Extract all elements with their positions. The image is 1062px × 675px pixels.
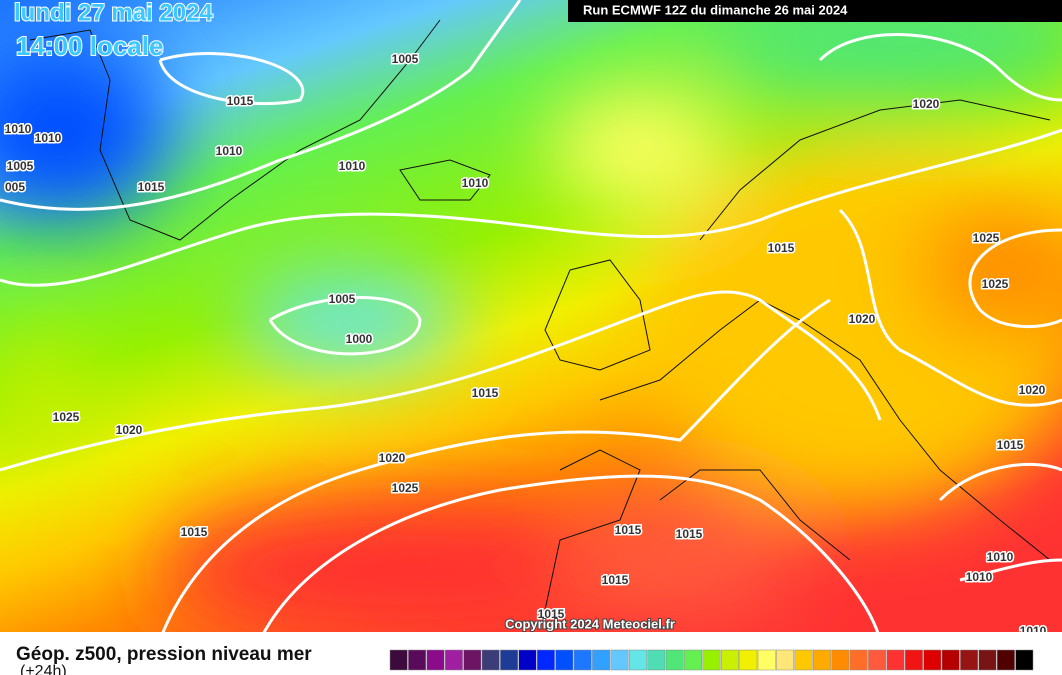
color-swatch (444, 649, 463, 671)
color-swatch (886, 649, 905, 671)
color-swatch (868, 649, 887, 671)
isobar-label: 1005 (392, 52, 419, 66)
color-swatch (628, 649, 647, 671)
color-bar (389, 649, 1034, 671)
coastlines (29, 19, 1051, 611)
isobar-label: 1025 (392, 481, 419, 495)
isobar-label: 1020 (379, 451, 406, 465)
isobar-label: 1015 (615, 523, 642, 537)
isobar-label: 005 (5, 180, 25, 194)
isobar-label: 1015 (227, 94, 254, 108)
isobar-label: 1005 (329, 292, 356, 306)
isobar-label: 1020 (1019, 383, 1046, 397)
isobar-label: 1025 (982, 277, 1009, 291)
color-swatch (426, 649, 445, 671)
color-swatch (408, 649, 427, 671)
isobar-label: 1020 (913, 97, 940, 111)
color-swatch (536, 649, 555, 671)
color-swatch (720, 649, 739, 671)
isobar-label: 1020 (849, 312, 876, 326)
color-swatch (389, 649, 408, 671)
color-swatch (831, 649, 850, 671)
isobar-label: 1000 (346, 332, 373, 346)
isobar-label: 1010 (35, 131, 62, 145)
color-swatch (702, 649, 721, 671)
isobar-label: 1015 (768, 241, 795, 255)
isobars (0, 0, 1062, 640)
run-box (568, 0, 1062, 22)
color-swatch (573, 649, 592, 671)
isobar-label: 1015 (676, 527, 703, 541)
color-swatch (739, 649, 758, 671)
copyright: Copyright 2024 Meteociel.fr (505, 616, 675, 631)
isobar-label: 1010 (966, 570, 993, 584)
isobar-label: 1010 (5, 122, 32, 136)
color-swatch (463, 649, 482, 671)
isobar-label: 1010 (339, 159, 366, 173)
local-time: 14:00 locale (16, 31, 163, 61)
date: lundi 27 mai 2024 (14, 0, 213, 26)
color-swatch (592, 649, 611, 671)
run-info: Run ECMWF 12Z du dimanche 26 mai 2024 (583, 2, 848, 17)
color-swatch (665, 649, 684, 671)
color-swatch (757, 649, 776, 671)
field (0, 0, 1062, 640)
isobar-label: 1010 (216, 144, 243, 158)
legend-title: Géop. z500, pression niveau mer (16, 644, 312, 665)
color-swatch (647, 649, 666, 671)
color-swatch (960, 649, 979, 671)
color-swatch (904, 649, 923, 671)
color-swatch (481, 649, 500, 671)
isobar-label: 1015 (181, 525, 208, 539)
color-swatch (794, 649, 813, 671)
color-swatch (610, 649, 629, 671)
legend-subtitle: (+24h) (20, 663, 67, 675)
color-swatch (849, 649, 868, 671)
isobar-label: 1005 (7, 159, 34, 173)
color-swatch (996, 649, 1015, 671)
color-swatch (500, 649, 519, 671)
color-swatch (941, 649, 960, 671)
isobar-label: 1015 (997, 438, 1024, 452)
color-swatch (555, 649, 574, 671)
color-swatch (518, 649, 537, 671)
color-swatch (684, 649, 703, 671)
color-swatch (923, 649, 942, 671)
isobar-label: 1010 (987, 550, 1014, 564)
isobar-label: 1025 (973, 231, 1000, 245)
isobar-label: 1015 (472, 386, 499, 400)
isobar-label: 1020 (116, 423, 143, 437)
isobar-label: 1015 (538, 607, 565, 621)
isobar-label: 1015 (138, 180, 165, 194)
color-swatch (776, 649, 795, 671)
isobar-label: 1010 (462, 176, 489, 190)
color-swatch (812, 649, 831, 671)
isobar-label: 1025 (53, 410, 80, 424)
isobar-label: 1015 (602, 573, 629, 587)
color-swatch (1015, 649, 1034, 671)
color-swatch (978, 649, 997, 671)
